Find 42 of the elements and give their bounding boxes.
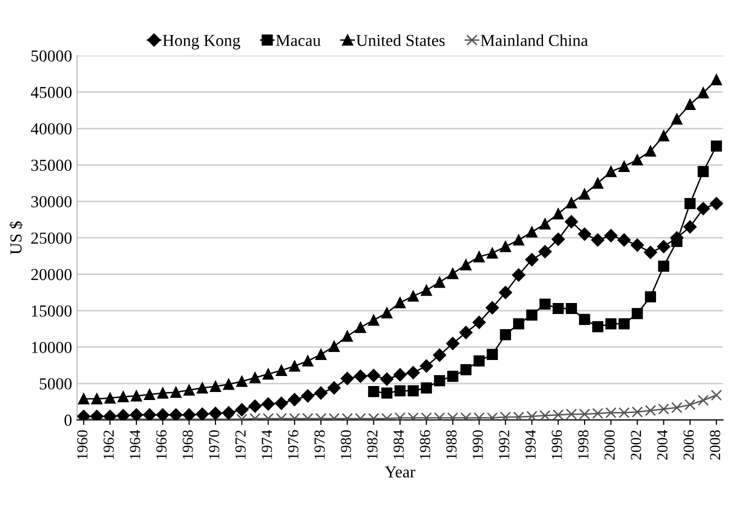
legend-label: Hong Kong xyxy=(162,34,240,50)
y-tick-label: 25000 xyxy=(31,232,72,244)
x-tick-label: 2000 xyxy=(604,430,615,460)
x-tick-label: 1972 xyxy=(235,430,246,459)
y-tick-label: 45000 xyxy=(30,86,72,98)
legend-label: Macau xyxy=(276,34,321,46)
y-tick-label: 30000 xyxy=(31,196,72,208)
x-tick-label: 1970 xyxy=(208,430,220,459)
x-tick-label: 1980 xyxy=(340,430,352,459)
x-tick-label: 2002 xyxy=(630,430,642,460)
y-axis-title: US $ xyxy=(9,221,23,254)
x-tick-label: 1964 xyxy=(130,430,140,459)
x-tick-label: 1990 xyxy=(472,430,483,459)
x-tick-label: 2006 xyxy=(684,430,694,460)
y-tick-label: 50000 xyxy=(32,50,72,62)
x-tick-label: 1966 xyxy=(156,430,167,459)
x-tick-label: 1986 xyxy=(420,430,430,459)
x-axis-title: Year xyxy=(384,466,416,478)
x-tick-label: 1982 xyxy=(367,430,378,459)
y-tick-label: 20000 xyxy=(31,268,72,280)
x-tick-label: 1984 xyxy=(394,430,404,459)
y-tick-label: 0 xyxy=(64,414,72,426)
y-tick-label: 15000 xyxy=(32,305,72,317)
x-tick-label: 1992 xyxy=(499,430,510,459)
legend-label: Mainland China xyxy=(480,34,588,46)
x-tick-label: 2004 xyxy=(657,430,668,460)
x-tick-label: 1994 xyxy=(525,430,536,459)
y-tick-label: 40000 xyxy=(30,123,72,134)
y-tick-label: 5000 xyxy=(40,378,72,390)
x-tick-label: 1976 xyxy=(288,430,298,459)
y-tick-label: 35000 xyxy=(31,160,72,171)
x-tick-label: 1960 xyxy=(77,430,88,459)
x-tick-label: 1968 xyxy=(182,430,193,459)
x-tick-label: 1988 xyxy=(446,430,457,459)
x-tick-label: 1962 xyxy=(104,430,114,459)
x-tick-label: 2008 xyxy=(710,430,720,460)
x-tick-label: 1974 xyxy=(262,430,272,459)
x-tick-label: 1998 xyxy=(578,430,588,459)
legend-label: United States xyxy=(356,34,445,46)
x-tick-label: 1978 xyxy=(314,430,325,459)
y-tick-label: 10000 xyxy=(32,342,72,354)
x-tick-label: 1996 xyxy=(552,430,562,459)
